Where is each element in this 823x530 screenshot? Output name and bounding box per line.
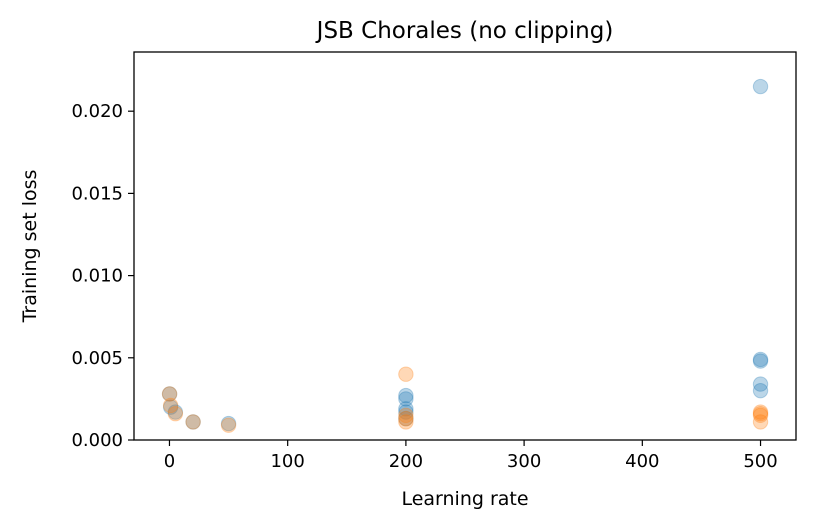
data-point-series-2 xyxy=(162,397,179,414)
data-point-series-1 xyxy=(752,351,769,368)
data-point-series-1 xyxy=(398,401,414,417)
x-tick-label: 200 xyxy=(389,451,423,472)
data-point-series-2 xyxy=(752,405,769,422)
data-point-series-2 xyxy=(167,405,184,422)
data-points xyxy=(161,78,769,433)
data-point-series-2 xyxy=(185,414,201,430)
data-point-series-1 xyxy=(185,414,201,430)
plot-frame xyxy=(133,51,797,441)
data-point-series-2 xyxy=(752,414,769,430)
x-tick-label: 500 xyxy=(743,451,777,472)
data-point-series-1 xyxy=(752,376,769,392)
chart-title: JSB Chorales (no clipping) xyxy=(315,18,614,44)
data-point-series-2 xyxy=(398,407,414,424)
y-tick-label: 0.020 xyxy=(71,101,123,122)
data-point-series-1 xyxy=(398,404,414,420)
y-axis-label: Training set loss xyxy=(19,170,41,324)
data-point-series-1 xyxy=(162,399,179,415)
data-point-series-2 xyxy=(161,386,178,402)
y-tick-label: 0.005 xyxy=(71,348,123,369)
data-point-series-2 xyxy=(752,407,769,424)
y-tick-label: 0.010 xyxy=(71,266,123,287)
data-point-series-2 xyxy=(398,410,414,427)
data-point-series-1 xyxy=(220,415,237,432)
x-tick-label: 400 xyxy=(625,451,659,472)
data-point-series-2 xyxy=(752,404,769,420)
data-point-series-2 xyxy=(220,417,237,433)
y-tick-label: 0.000 xyxy=(71,430,123,451)
x-tick-label: 0 xyxy=(164,451,175,472)
x-tick-label: 100 xyxy=(270,451,304,472)
data-point-series-1 xyxy=(752,382,769,399)
y-tick-label: 0.015 xyxy=(71,183,123,204)
data-point-series-1 xyxy=(752,353,769,369)
data-point-series-1 xyxy=(398,391,414,407)
data-point-series-1 xyxy=(398,387,414,404)
data-point-series-1 xyxy=(161,386,178,402)
x-axis-ticks: 0 100 200 300 400 500 xyxy=(164,440,778,472)
x-axis-label: Learning rate xyxy=(401,488,528,510)
data-point-series-1 xyxy=(398,410,414,427)
data-point-series-2 xyxy=(398,414,414,430)
x-tick-label: 300 xyxy=(507,451,541,472)
data-point-series-1 xyxy=(167,404,184,420)
data-point-series-2 xyxy=(398,366,414,382)
data-point-series-1 xyxy=(752,78,769,95)
y-axis-ticks: 0.000 0.005 0.010 0.015 0.020 xyxy=(71,101,134,451)
